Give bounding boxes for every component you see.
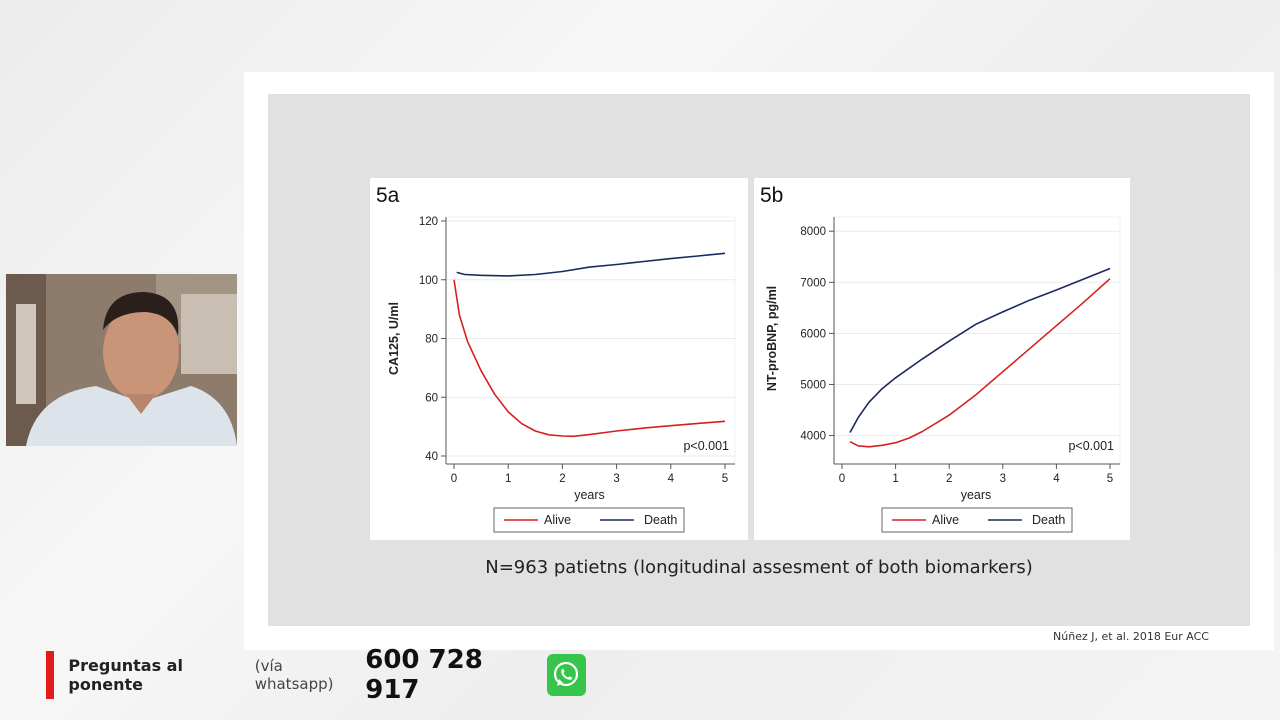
x-tick-label: 5 [722, 473, 728, 485]
slide-citation: Núñez J, et al. 2018 Eur ACC [1053, 630, 1209, 643]
y-tick-label: 5000 [800, 379, 826, 391]
banner-subtitle: (vía whatsapp) [254, 657, 334, 693]
whatsapp-icon[interactable] [546, 654, 586, 696]
x-tick-label: 4 [1053, 473, 1060, 485]
x-tick-label: 5 [1107, 473, 1113, 485]
y-tick-label: 60 [425, 392, 438, 404]
series-line-death [456, 252, 726, 277]
speaker-video-icon [6, 274, 237, 446]
legend-label-death: Death [1032, 513, 1065, 527]
y-axis-label: CA125, U/ml [387, 302, 401, 375]
whatsapp-question-banner: Preguntas al ponente (vía whatsapp) 600 … [46, 645, 586, 705]
y-tick-label: 40 [425, 451, 438, 463]
y-tick-label: 80 [425, 334, 438, 346]
x-tick-label: 1 [505, 473, 511, 485]
y-tick-label: 100 [419, 275, 438, 287]
x-tick-label: 2 [559, 473, 565, 485]
p-value-annotation: p<0.001 [683, 439, 729, 453]
series-line-death [849, 267, 1111, 433]
plot-area [833, 216, 1121, 465]
x-tick-label: 2 [946, 473, 952, 485]
x-tick-label: 0 [451, 473, 457, 485]
legend-label-alive: Alive [544, 513, 571, 527]
x-tick-label: 3 [1000, 473, 1006, 485]
legend-label-death: Death [644, 513, 677, 527]
banner-accent-bar [46, 651, 55, 699]
chart-5b: 5b 4000 5000 6000 7000 8000 0 1 2 3 4 5 years NT-proB… [754, 178, 1130, 540]
y-tick-label: 4000 [800, 431, 826, 443]
x-tick-label: 4 [668, 473, 675, 485]
y-tick-label: 7000 [800, 277, 826, 289]
y-axis-label: NT-proBNP, pg/ml [765, 286, 779, 391]
x-tick-label: 1 [892, 473, 898, 485]
legend-label-alive: Alive [932, 513, 959, 527]
x-tick-label: 3 [613, 473, 619, 485]
panel-label: 5b [760, 184, 783, 207]
x-tick-label: 0 [839, 473, 845, 485]
series-line-alive [849, 278, 1111, 448]
p-value-annotation: p<0.001 [1068, 439, 1114, 453]
y-tick-label: 8000 [800, 226, 826, 238]
plot-area [445, 216, 736, 465]
chart-5a-svg: 5a 40 60 80 100 120 0 1 2 3 4 5 years CA125, U/ml p<0.… [376, 184, 736, 533]
x-axis-label: years [961, 488, 992, 502]
y-tick-label: 6000 [800, 328, 826, 340]
y-tick-label: 120 [419, 216, 438, 228]
x-axis-label: years [574, 488, 605, 502]
series-line-alive [453, 279, 726, 438]
panel-label: 5a [376, 184, 400, 207]
banner-phone-number[interactable]: 600 728 917 [365, 645, 483, 705]
slide-caption: N=963 patietns (longitudinal assesment o… [485, 557, 1033, 578]
banner-title: Preguntas al ponente [68, 656, 183, 694]
chart-5b-svg: 5b 4000 5000 6000 7000 8000 0 1 2 3 4 5 years NT-proB… [760, 184, 1121, 533]
speaker-video-feed [6, 274, 237, 446]
chart-5a: 5a 40 60 80 100 120 0 1 2 3 4 5 years CA125, U/ml p<0.… [370, 178, 748, 540]
